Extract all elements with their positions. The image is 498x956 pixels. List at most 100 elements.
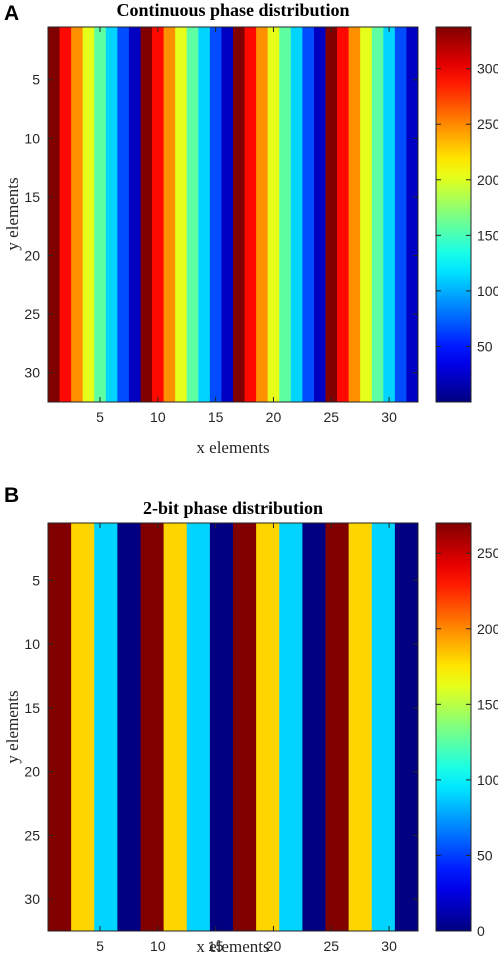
heatmap-column (337, 27, 350, 402)
heatmap-column (383, 523, 396, 931)
x-axis-b: 5 10 15 20 25 30 (96, 523, 397, 954)
heatmap-column (371, 523, 384, 931)
heatmap-column (59, 27, 72, 402)
heatmap-column (82, 523, 95, 931)
heatmap-column (186, 27, 199, 402)
heatmap-b (48, 523, 419, 931)
heatmap-column (175, 523, 188, 931)
heatmap-column (105, 27, 118, 402)
x-tick-label: 5 (96, 938, 104, 954)
heatmap-column (279, 523, 292, 931)
heatmap-column (267, 27, 280, 402)
panel-letter-b: B (4, 484, 19, 507)
chart-title-b: 2-bit phase distribution (143, 498, 323, 518)
heatmap-column (302, 27, 315, 402)
heatmap-column (71, 27, 84, 402)
heatmap-column (209, 27, 222, 402)
heatmap-column (71, 523, 84, 931)
colorbar-tick-label: 100 (477, 772, 498, 788)
heatmap-column (244, 523, 257, 931)
heatmap-column (117, 27, 130, 402)
colorbar-frame (435, 26, 472, 403)
heatmap-column (394, 523, 407, 931)
x-tick-label: 30 (381, 938, 397, 954)
panel-b: B 2-bit phase distribution 5 10 15 20 25 30 5… (3, 484, 498, 956)
x-tick-label: 15 (208, 938, 224, 954)
colorbar-tick-label: 50 (477, 847, 493, 863)
heatmap-column (221, 523, 234, 931)
heatmap-column (105, 523, 118, 931)
chart-title-a: Continuous phase distribution (116, 0, 349, 20)
x-tick-label: 15 (208, 409, 224, 425)
y-tick-label: 25 (24, 827, 40, 843)
y-tick-label: 10 (24, 636, 40, 652)
y-axis-a: 5 10 15 20 25 30 (24, 72, 418, 381)
x-tick-label: 10 (150, 409, 166, 425)
x-tick-label: 25 (323, 938, 339, 954)
heatmap-column (313, 523, 326, 931)
heatmap-column (394, 27, 407, 402)
y-axis-label-a: y elements (3, 177, 22, 250)
y-tick-label: 20 (24, 248, 40, 264)
heatmap-column (140, 523, 153, 931)
heatmap-column (221, 27, 234, 402)
colorbar-tick-label: 150 (477, 696, 498, 712)
heatmap-column (152, 523, 165, 931)
y-tick-label: 25 (24, 306, 40, 322)
heatmap-column (48, 523, 60, 931)
x-tick-label: 10 (150, 938, 166, 954)
heatmap-column (94, 27, 107, 402)
heatmap-column (94, 523, 107, 931)
heatmap-column (233, 27, 245, 402)
colorbar-a: 50 100 150 200 250 300 (435, 26, 498, 403)
heatmap-column (117, 523, 130, 931)
heatmap-column (198, 523, 211, 931)
colorbar-tick-label: 200 (477, 172, 498, 188)
y-tick-label: 30 (24, 891, 40, 907)
y-tick-label: 20 (24, 764, 40, 780)
colorbar-tick-label: 300 (477, 61, 498, 77)
heatmap-column (302, 523, 315, 931)
x-tick-label: 5 (96, 409, 104, 425)
heatmap-column (128, 27, 141, 402)
heatmap-column (59, 523, 72, 931)
x-tick-label: 30 (381, 409, 397, 425)
x-tick-label: 20 (266, 938, 282, 954)
heatmap-column (290, 27, 303, 402)
colorbar-tick-label: 100 (477, 283, 498, 299)
heatmap-column (82, 27, 95, 402)
heatmap-column (48, 27, 60, 402)
colorbar-tick-label: 50 (477, 338, 493, 354)
heatmap-column (233, 523, 245, 931)
colorbar-frame (435, 522, 472, 932)
heatmap-column (406, 27, 419, 402)
heatmap-column (163, 523, 176, 931)
plot-frame-a (47, 26, 419, 403)
y-tick-label: 30 (24, 365, 40, 381)
heatmap-column (198, 27, 211, 402)
x-axis-a: 5 10 15 20 25 30 (96, 27, 397, 425)
heatmap-column (383, 27, 396, 402)
panel-a: A Continuous phase distribution 5 10 15 20 2… (3, 0, 498, 457)
heatmap-column (360, 523, 373, 931)
colorbar-b: 0 50 100 150 200 250 (435, 522, 498, 939)
heatmap-column (290, 523, 303, 931)
panel-letter-a: A (4, 2, 19, 25)
heatmap-column (313, 27, 326, 402)
colorbar-tick-label: 150 (477, 227, 498, 243)
heatmap-column (406, 523, 419, 931)
heatmap-column (128, 523, 141, 931)
heatmap-column (371, 27, 384, 402)
heatmap-column (348, 27, 361, 402)
heatmap-column (337, 523, 350, 931)
heatmap-column (209, 523, 222, 931)
colorbar-tick-label: 200 (477, 621, 498, 637)
colorbar-tick-label: 0 (477, 923, 485, 939)
heatmap-column (256, 523, 269, 931)
heatmap-column (360, 27, 373, 402)
x-axis-label-b: x elements (196, 937, 269, 956)
heatmap-column (348, 523, 361, 931)
y-axis-b: 5 10 15 20 25 30 (24, 572, 418, 907)
heatmap-column (163, 27, 176, 402)
